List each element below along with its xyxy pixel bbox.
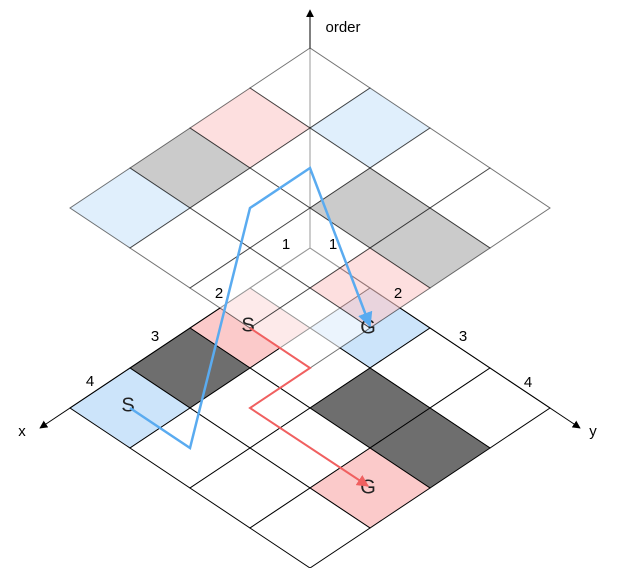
start-marker: S (121, 394, 134, 416)
tick-label: 2 (215, 285, 223, 302)
tick-label: 1 (329, 236, 337, 253)
tick-label: 2 (394, 285, 402, 302)
goal-marker: G (360, 476, 376, 498)
tick-label: 4 (86, 373, 94, 390)
tick-label: 4 (524, 374, 532, 391)
blue-path (129, 166, 373, 451)
tick-label: 3 (459, 328, 467, 345)
upper-grid (69, 47, 551, 369)
start-marker: S (241, 314, 254, 336)
axis-label: y (589, 423, 597, 440)
axis-label: x (18, 423, 26, 440)
grid-cell (249, 487, 371, 568)
red-path (248, 327, 370, 487)
axis-label: order (325, 19, 360, 36)
tick-label: 3 (151, 328, 159, 345)
tick-label: 1 (282, 236, 290, 253)
